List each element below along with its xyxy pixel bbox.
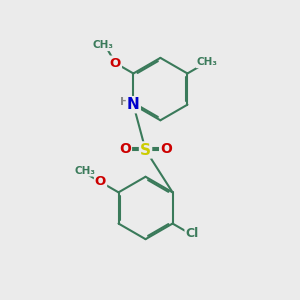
Text: Cl: Cl <box>185 227 199 241</box>
Text: CH₃: CH₃ <box>93 40 114 50</box>
Text: O: O <box>160 142 172 156</box>
Text: N: N <box>127 97 140 112</box>
Text: O: O <box>119 142 131 156</box>
Text: O: O <box>110 57 121 70</box>
Text: H: H <box>120 97 130 107</box>
Text: S: S <box>140 142 151 158</box>
Text: O: O <box>95 176 106 188</box>
Text: CH₃: CH₃ <box>196 57 218 67</box>
Text: CH₃: CH₃ <box>75 166 96 176</box>
